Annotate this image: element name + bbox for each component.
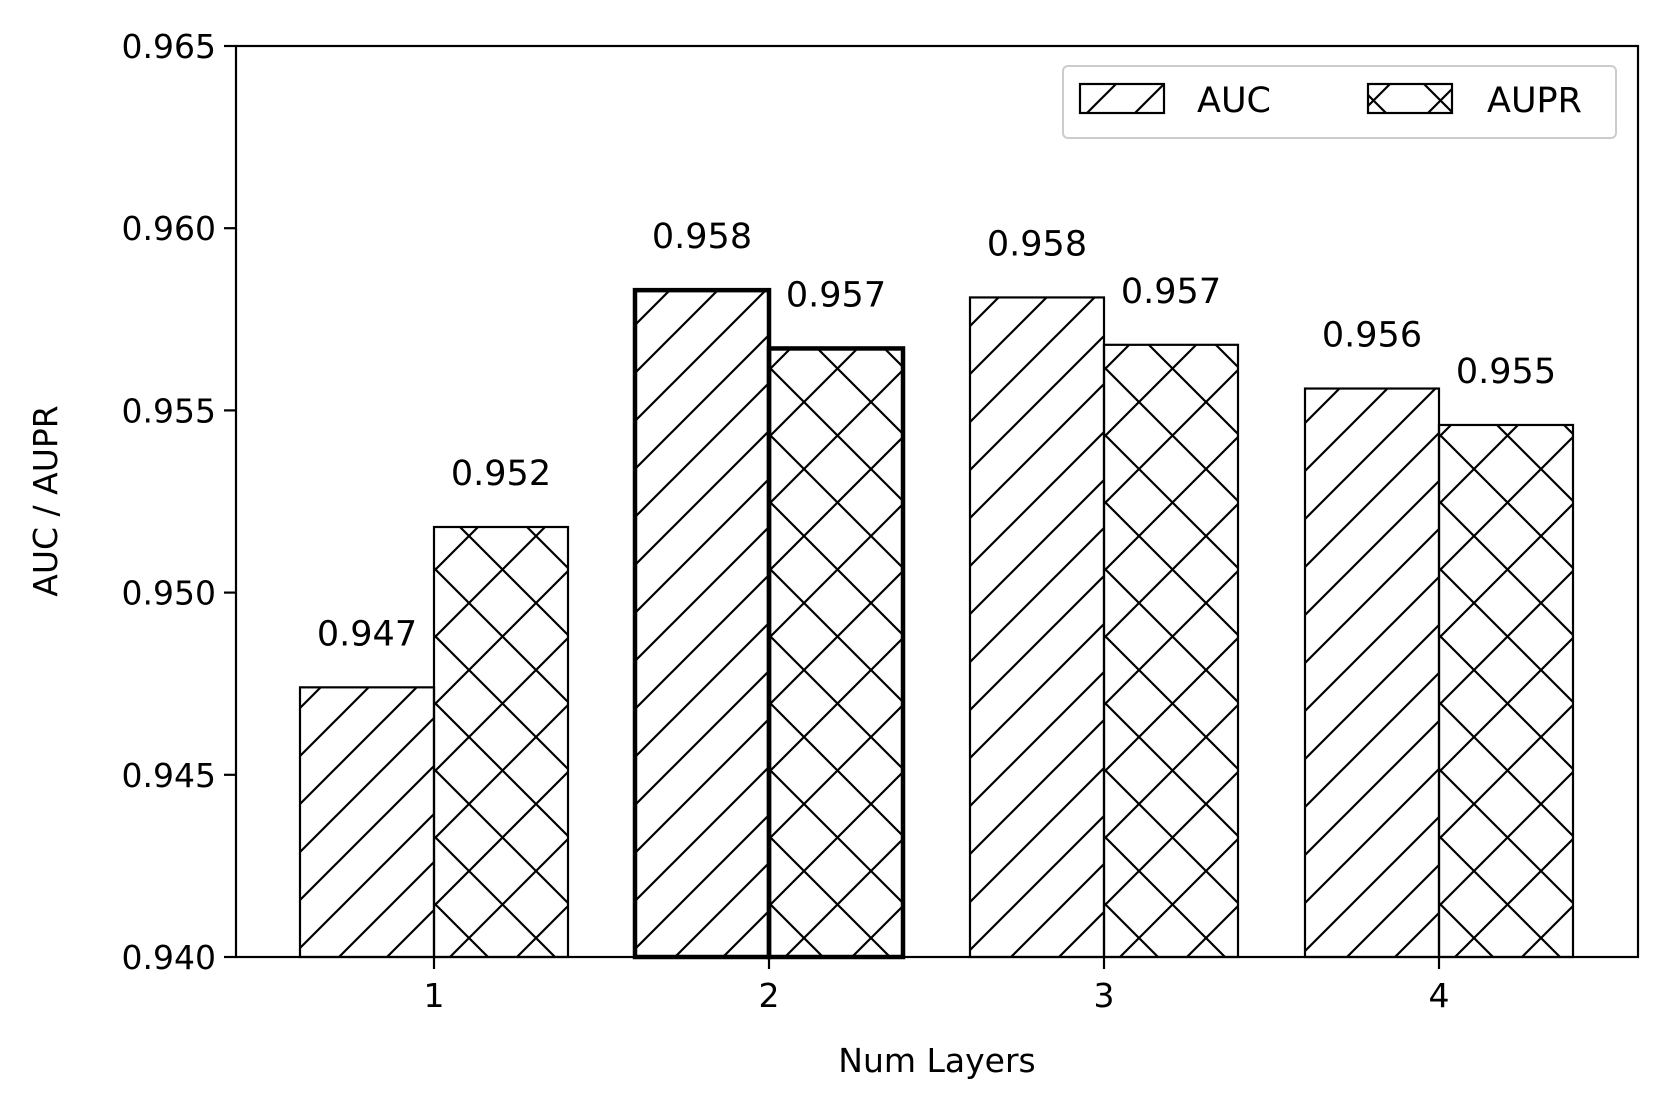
bar-auc-3 [968, 296, 1106, 959]
y-tick-label: 0.955 [122, 391, 216, 430]
data-label-aupr-4: 0.955 [1456, 352, 1556, 392]
x-tick-label: 2 [759, 976, 780, 1015]
legend-label-aupr: AUPR [1487, 81, 1582, 121]
data-label-auc-2: 0.958 [652, 217, 752, 257]
y-tick-label: 0.945 [122, 756, 216, 795]
legend: AUC AUPR [1062, 65, 1617, 139]
y-tick-label: 0.950 [122, 574, 216, 613]
data-label-auc-3: 0.958 [987, 224, 1087, 264]
data-labels: 0.947 0.958 0.958 0.956 0.952 0.957 0.957 0.955 [317, 217, 1556, 654]
bar-auc-2 [632, 287, 772, 960]
bars [298, 287, 1575, 960]
data-label-aupr-3: 0.957 [1121, 272, 1221, 312]
data-label-aupr-2: 0.957 [786, 275, 886, 315]
legend-frame [1062, 65, 1617, 139]
legend-label-auc: AUC [1197, 81, 1271, 121]
x-tick-label: 1 [424, 976, 445, 1015]
data-label-auc-1: 0.947 [317, 614, 417, 654]
x-tick-label: 4 [1429, 976, 1450, 1015]
bar-aupr-1 [432, 525, 570, 959]
y-tick-label: 0.965 [122, 27, 216, 66]
bar-aupr-4 [1437, 423, 1575, 959]
plot-area [234, 44, 1640, 959]
legend-swatch-auc [1078, 82, 1166, 115]
y-tick-label: 0.940 [122, 938, 216, 977]
bar-auc-4 [1303, 387, 1441, 959]
y-tick-label: 0.960 [122, 209, 216, 248]
bar-aupr-2 [766, 346, 906, 960]
x-tick-label: 3 [1094, 976, 1115, 1015]
data-label-auc-4: 0.956 [1322, 316, 1422, 356]
data-label-aupr-1: 0.952 [451, 454, 551, 494]
y-axis: 0.940 0.945 0.950 0.955 0.960 0.965 [122, 27, 236, 977]
y-axis-label: AUC / AUPR [26, 405, 65, 596]
x-axis: 1 2 3 4 [424, 957, 1450, 1015]
x-axis-label: Num Layers [838, 1041, 1035, 1080]
bar-aupr-3 [1102, 343, 1240, 959]
legend-swatch-aupr [1366, 82, 1454, 115]
bar-auc-1 [298, 686, 436, 959]
